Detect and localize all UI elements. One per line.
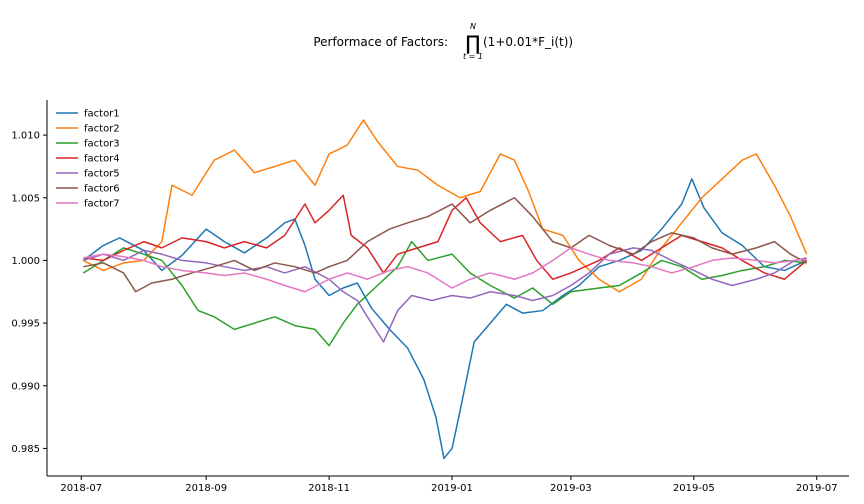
title-product-symbol: ∏ xyxy=(465,31,480,55)
x-tick-label: 2018-11 xyxy=(308,483,350,494)
legend-label-factor3: factor3 xyxy=(84,139,120,150)
legend-label-factor5: factor5 xyxy=(84,169,120,180)
x-tick-label: 2019-05 xyxy=(673,483,715,494)
x-tick-label: 2018-07 xyxy=(60,483,102,494)
legend-label-factor1: factor1 xyxy=(84,109,120,120)
y-tick-label: 1.010 xyxy=(11,131,40,142)
series-line-factor1 xyxy=(82,178,807,460)
x-tick-label: 2018-09 xyxy=(185,483,227,494)
title-prefix: Performace of Factors: xyxy=(313,35,448,49)
y-tick-label: 0.990 xyxy=(11,381,40,392)
series-line-factor2 xyxy=(82,119,808,293)
series-line-factor3 xyxy=(82,240,807,347)
y-tick-label: 0.995 xyxy=(11,319,40,330)
plot-lines xyxy=(82,119,808,460)
series-line-factor4 xyxy=(83,194,808,280)
y-tick-label: 1.000 xyxy=(11,256,40,267)
axes: 0.985 0.990 0.995 1.000 1.005 1.010 2018-07 201… xyxy=(11,100,849,494)
title-product-upper: N xyxy=(470,22,476,31)
chart-title: Performace of Factors: N ∏ t = 1 (1+0.01… xyxy=(313,22,573,61)
legend-label-factor7: factor7 xyxy=(84,199,120,210)
x-tick-label: 2019-07 xyxy=(796,483,838,494)
x-tick-label: 2019-01 xyxy=(431,483,473,494)
legend-label-factor4: factor4 xyxy=(84,154,120,165)
legend: factor1 factor2 factor3 factor4 factor5 facto… xyxy=(56,109,120,210)
series-line-factor5 xyxy=(83,247,807,343)
y-tick-label: 0.985 xyxy=(11,444,40,455)
series-line-factor7 xyxy=(83,247,807,293)
legend-label-factor6: factor6 xyxy=(84,184,120,195)
title-suffix: (1+0.01*F_i(t)) xyxy=(483,35,573,49)
y-tick-label: 1.005 xyxy=(11,193,40,204)
x-tick-label: 2019-03 xyxy=(550,483,592,494)
title-product-lower: t = 1 xyxy=(463,52,483,61)
legend-label-factor2: factor2 xyxy=(84,124,120,135)
